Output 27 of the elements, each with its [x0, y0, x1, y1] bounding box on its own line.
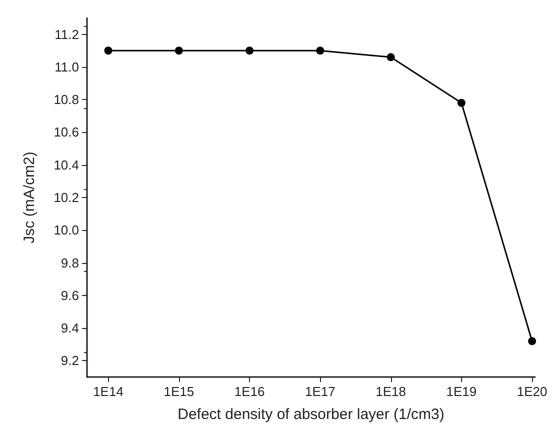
x-tick-label: 1E17	[304, 384, 336, 399]
x-tick-label: 1E19	[446, 384, 477, 399]
point	[104, 46, 112, 55]
point	[386, 53, 395, 62]
point	[457, 98, 466, 107]
y-tick-label: 10.8	[54, 92, 79, 108]
y-tick-label: 10.4	[54, 157, 79, 172]
y-axis-title: Jsc (mA/cm2)	[21, 152, 38, 244]
x-tick-label: 1E15	[164, 384, 194, 399]
y-tick-label: 11.0	[54, 59, 79, 74]
point	[174, 46, 183, 55]
x-tick-label: 1E18	[376, 384, 406, 399]
point	[528, 337, 536, 346]
x-tick-label: 1E14	[93, 384, 124, 399]
y-tick-label: 9.6	[60, 288, 79, 303]
x-axis-title: Defect density of absorber layer (1/cm3)	[178, 406, 444, 423]
y-tick-label: 10.2	[54, 190, 79, 205]
point	[316, 46, 324, 55]
y-tick-label: 10.0	[54, 222, 79, 238]
y-tick-label: 9.4	[60, 320, 79, 336]
y-tick-label: 11.2	[54, 26, 79, 42]
y-tick-label: 9.2	[60, 353, 79, 368]
x-tick-label: 1E16	[234, 384, 265, 399]
y-tick-label: 9.8	[60, 255, 79, 270]
point	[246, 46, 254, 55]
y-tick-label: 10.6	[54, 124, 79, 140]
x-tick-label: 1E20	[516, 384, 548, 399]
